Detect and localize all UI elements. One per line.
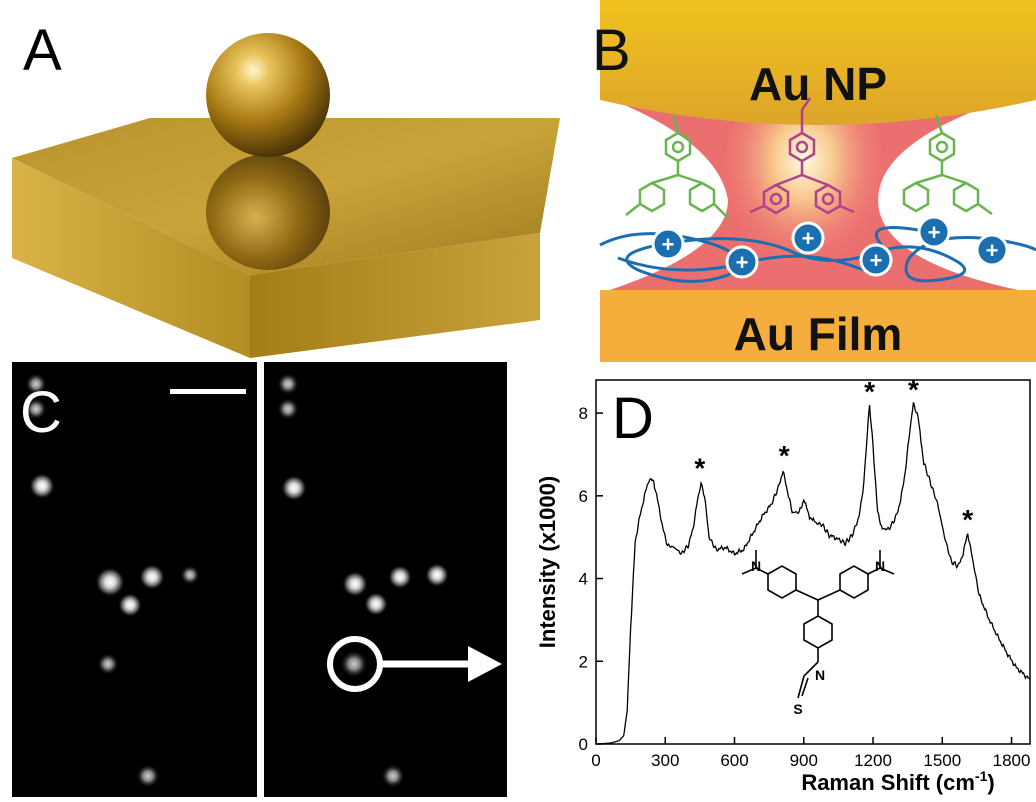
x-tick-label: 900 (790, 751, 818, 770)
panel-c: C (0, 362, 520, 797)
y-axis-label: Intensity (x1000) (535, 476, 560, 648)
darkfield-image-left (12, 362, 257, 797)
nanoparticle-on-film-render (12, 33, 560, 358)
panel-label-a: A (23, 18, 62, 83)
molecule-left (625, 114, 729, 219)
y-tick-label: 6 (579, 487, 588, 506)
panel-b: + + + + + + Au NP Au Film B (578, 0, 1036, 362)
x-tick-label: 1500 (923, 751, 961, 770)
au-film-label: Au Film (734, 308, 903, 360)
peak-marker: * (864, 376, 875, 407)
x-tick-label: 600 (720, 751, 748, 770)
molecule-structure (741, 550, 895, 699)
x-tick-label: 1800 (993, 751, 1031, 770)
svg-text:+: + (802, 226, 815, 251)
panel-label-b: B (592, 18, 631, 83)
darkfield-images (12, 362, 507, 797)
svg-text:+: + (986, 238, 999, 263)
svg-text:+: + (662, 232, 675, 257)
charge-icon: + (975, 233, 1009, 267)
plot-frame (595, 379, 1031, 745)
scale-bar (170, 389, 246, 394)
amine-n-right: N (875, 558, 885, 574)
au-film-surface (600, 290, 1036, 362)
y-tick-label: 8 (579, 404, 588, 423)
nanogap-schematic: + + + + + + Au NP Au Film (599, 0, 1036, 362)
molecule-center (749, 97, 855, 215)
panel-label-d: D (612, 386, 654, 451)
y-tick-label: 2 (579, 652, 588, 671)
isothiocyanate-s: S (793, 701, 802, 717)
charge-icon: + (725, 245, 759, 279)
film-right-face (250, 233, 540, 358)
charge-icon: + (791, 221, 825, 255)
particle-spots-left (25, 373, 200, 788)
particle-spots-right (277, 373, 449, 788)
panel-a: A (0, 0, 578, 362)
molecule-right (902, 114, 993, 216)
sphere-reflection (206, 154, 330, 270)
charge-icon: + (917, 215, 951, 249)
peak-marker: * (779, 440, 790, 471)
peak-marker: * (962, 504, 973, 535)
y-tick-label: 0 (579, 735, 588, 754)
raman-spectrum-chart: 0 300 600 900 1200 1500 1800 0 2 4 6 8 * * * * * N N N… (535, 374, 1031, 795)
arrow-right-icon (468, 646, 502, 682)
raman-spectrum-line (595, 402, 1031, 745)
amine-n-left: N (751, 558, 761, 574)
x-tick-label: 0 (591, 751, 600, 770)
x-tick-label: 1200 (854, 751, 892, 770)
peak-marker: * (694, 452, 705, 483)
au-np-label: Au NP (749, 58, 887, 110)
gold-sphere (206, 33, 330, 157)
svg-text:+: + (870, 248, 883, 273)
panel-d: 0 300 600 900 1200 1500 1800 0 2 4 6 8 * * * * * N N N… (520, 362, 1036, 797)
svg-text:+: + (928, 220, 941, 245)
au-np-surface (600, 0, 1036, 125)
x-axis-label: Raman Shift (cm-1) (801, 768, 994, 795)
svg-text:+: + (736, 250, 749, 275)
positive-charges: + + + + + + (651, 215, 1009, 279)
charge-icon: + (651, 227, 685, 261)
isothiocyanate-n: N (815, 667, 825, 683)
charge-icon: + (859, 243, 893, 277)
x-tick-label: 300 (651, 751, 679, 770)
film-left-face (12, 158, 250, 358)
darkfield-image-right (264, 362, 507, 797)
panel-label-c: C (20, 380, 62, 445)
peak-marker: * (908, 374, 919, 405)
y-tick-label: 4 (579, 570, 588, 589)
